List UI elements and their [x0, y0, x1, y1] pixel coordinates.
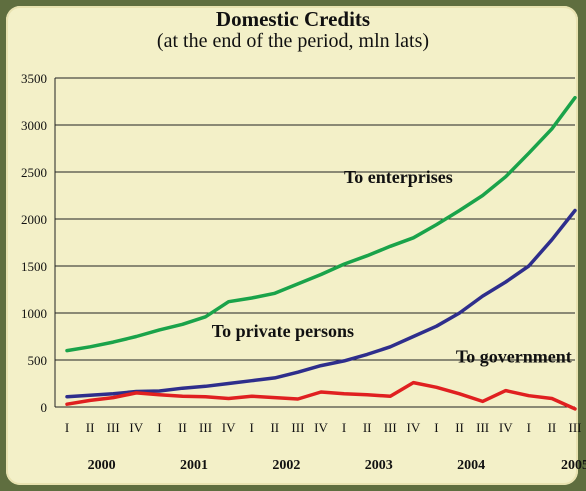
- y-tick-label: 2000: [21, 212, 47, 227]
- x-year-label: 2005: [561, 458, 586, 473]
- x-category-label: II: [363, 420, 372, 435]
- x-category-label: I: [434, 420, 438, 435]
- x-category-label: III: [384, 420, 397, 435]
- x-category-label: I: [157, 420, 161, 435]
- x-year-label: 2003: [365, 458, 393, 473]
- series-label: To government: [456, 347, 572, 367]
- x-category-label: I: [250, 420, 254, 435]
- x-category-label: I: [65, 420, 69, 435]
- x-category-label: III: [569, 420, 582, 435]
- series-label: To private persons: [212, 321, 354, 341]
- x-category-label: II: [270, 420, 279, 435]
- series-line: [65, 95, 577, 353]
- y-tick-label: 0: [41, 400, 48, 415]
- x-category-label: II: [548, 420, 557, 435]
- y-tick-label: 3500: [21, 71, 47, 86]
- chart-subtitle: (at the end of the period, mln lats): [156, 30, 430, 52]
- x-category-label: III: [476, 420, 489, 435]
- x-category-label: II: [178, 420, 187, 435]
- x-year-label: 2001: [180, 458, 208, 473]
- x-category-label: II: [455, 420, 464, 435]
- x-category-label: IV: [129, 420, 143, 435]
- x-category-label: I: [342, 420, 346, 435]
- series-label: To enterprises: [344, 167, 453, 187]
- x-category-label: III: [199, 420, 212, 435]
- x-category-label: IV: [222, 420, 236, 435]
- y-tick-label: 2500: [21, 165, 47, 180]
- x-year-label: 2004: [457, 458, 485, 473]
- x-category-label: III: [107, 420, 120, 435]
- x-category-label: IV: [407, 420, 421, 435]
- y-tick-label: 1500: [21, 259, 47, 274]
- x-year-label: 2002: [272, 458, 300, 473]
- series-line: [65, 380, 577, 411]
- chart-title: Domestic Credits: [215, 7, 371, 31]
- series-line: [65, 208, 577, 399]
- y-tick-label: 1000: [21, 306, 47, 321]
- x-category-label: II: [86, 420, 95, 435]
- chart-panel: [6, 6, 578, 485]
- x-year-label: 2000: [88, 458, 116, 473]
- x-category-label: IV: [314, 420, 328, 435]
- y-tick-label: 500: [28, 353, 48, 368]
- x-category-label: III: [291, 420, 304, 435]
- x-category-label: IV: [499, 420, 513, 435]
- x-category-label: I: [527, 420, 531, 435]
- y-tick-label: 3000: [21, 118, 47, 133]
